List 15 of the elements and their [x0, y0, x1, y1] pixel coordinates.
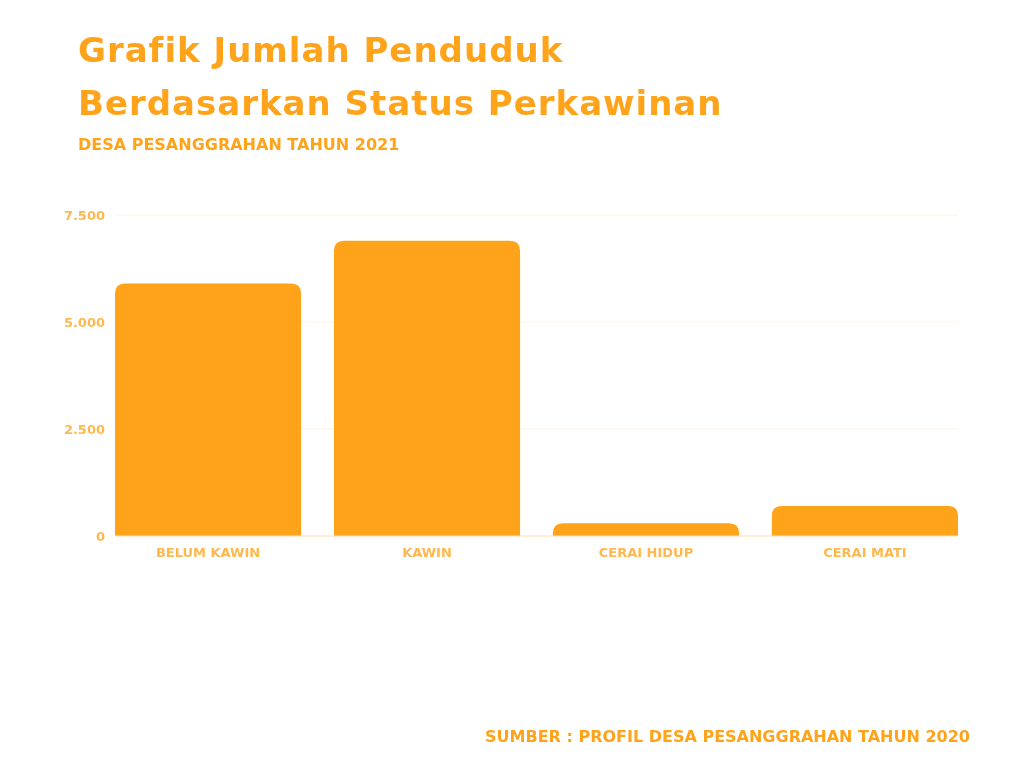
- y-tick-label: 5.000: [63, 315, 105, 330]
- chart-subtitle: DESA PESANGGRAHAN TAHUN 2021: [78, 135, 400, 154]
- y-tick-label: 0: [95, 529, 105, 544]
- bar: [115, 283, 302, 536]
- bar: [552, 523, 740, 536]
- bar: [771, 506, 958, 536]
- chart-title: Grafik Jumlah Penduduk Berdasarkan Status Perkawinan: [78, 30, 723, 123]
- x-tick-label: KAWIN: [402, 545, 452, 560]
- text: SUMBER : PROFIL DESA PESANGGRAHAN TAHUN 2020: [485, 727, 970, 746]
- bar: [333, 240, 521, 536]
- x-tick-label: BELUM KAWIN: [155, 545, 261, 560]
- x-tick-label: CERAI MATI: [823, 545, 907, 560]
- y-tick-label: 2.500: [63, 422, 105, 437]
- x-tick-label: CERAI HIDUP: [598, 545, 694, 560]
- y-tick-label: 7.500: [63, 208, 105, 223]
